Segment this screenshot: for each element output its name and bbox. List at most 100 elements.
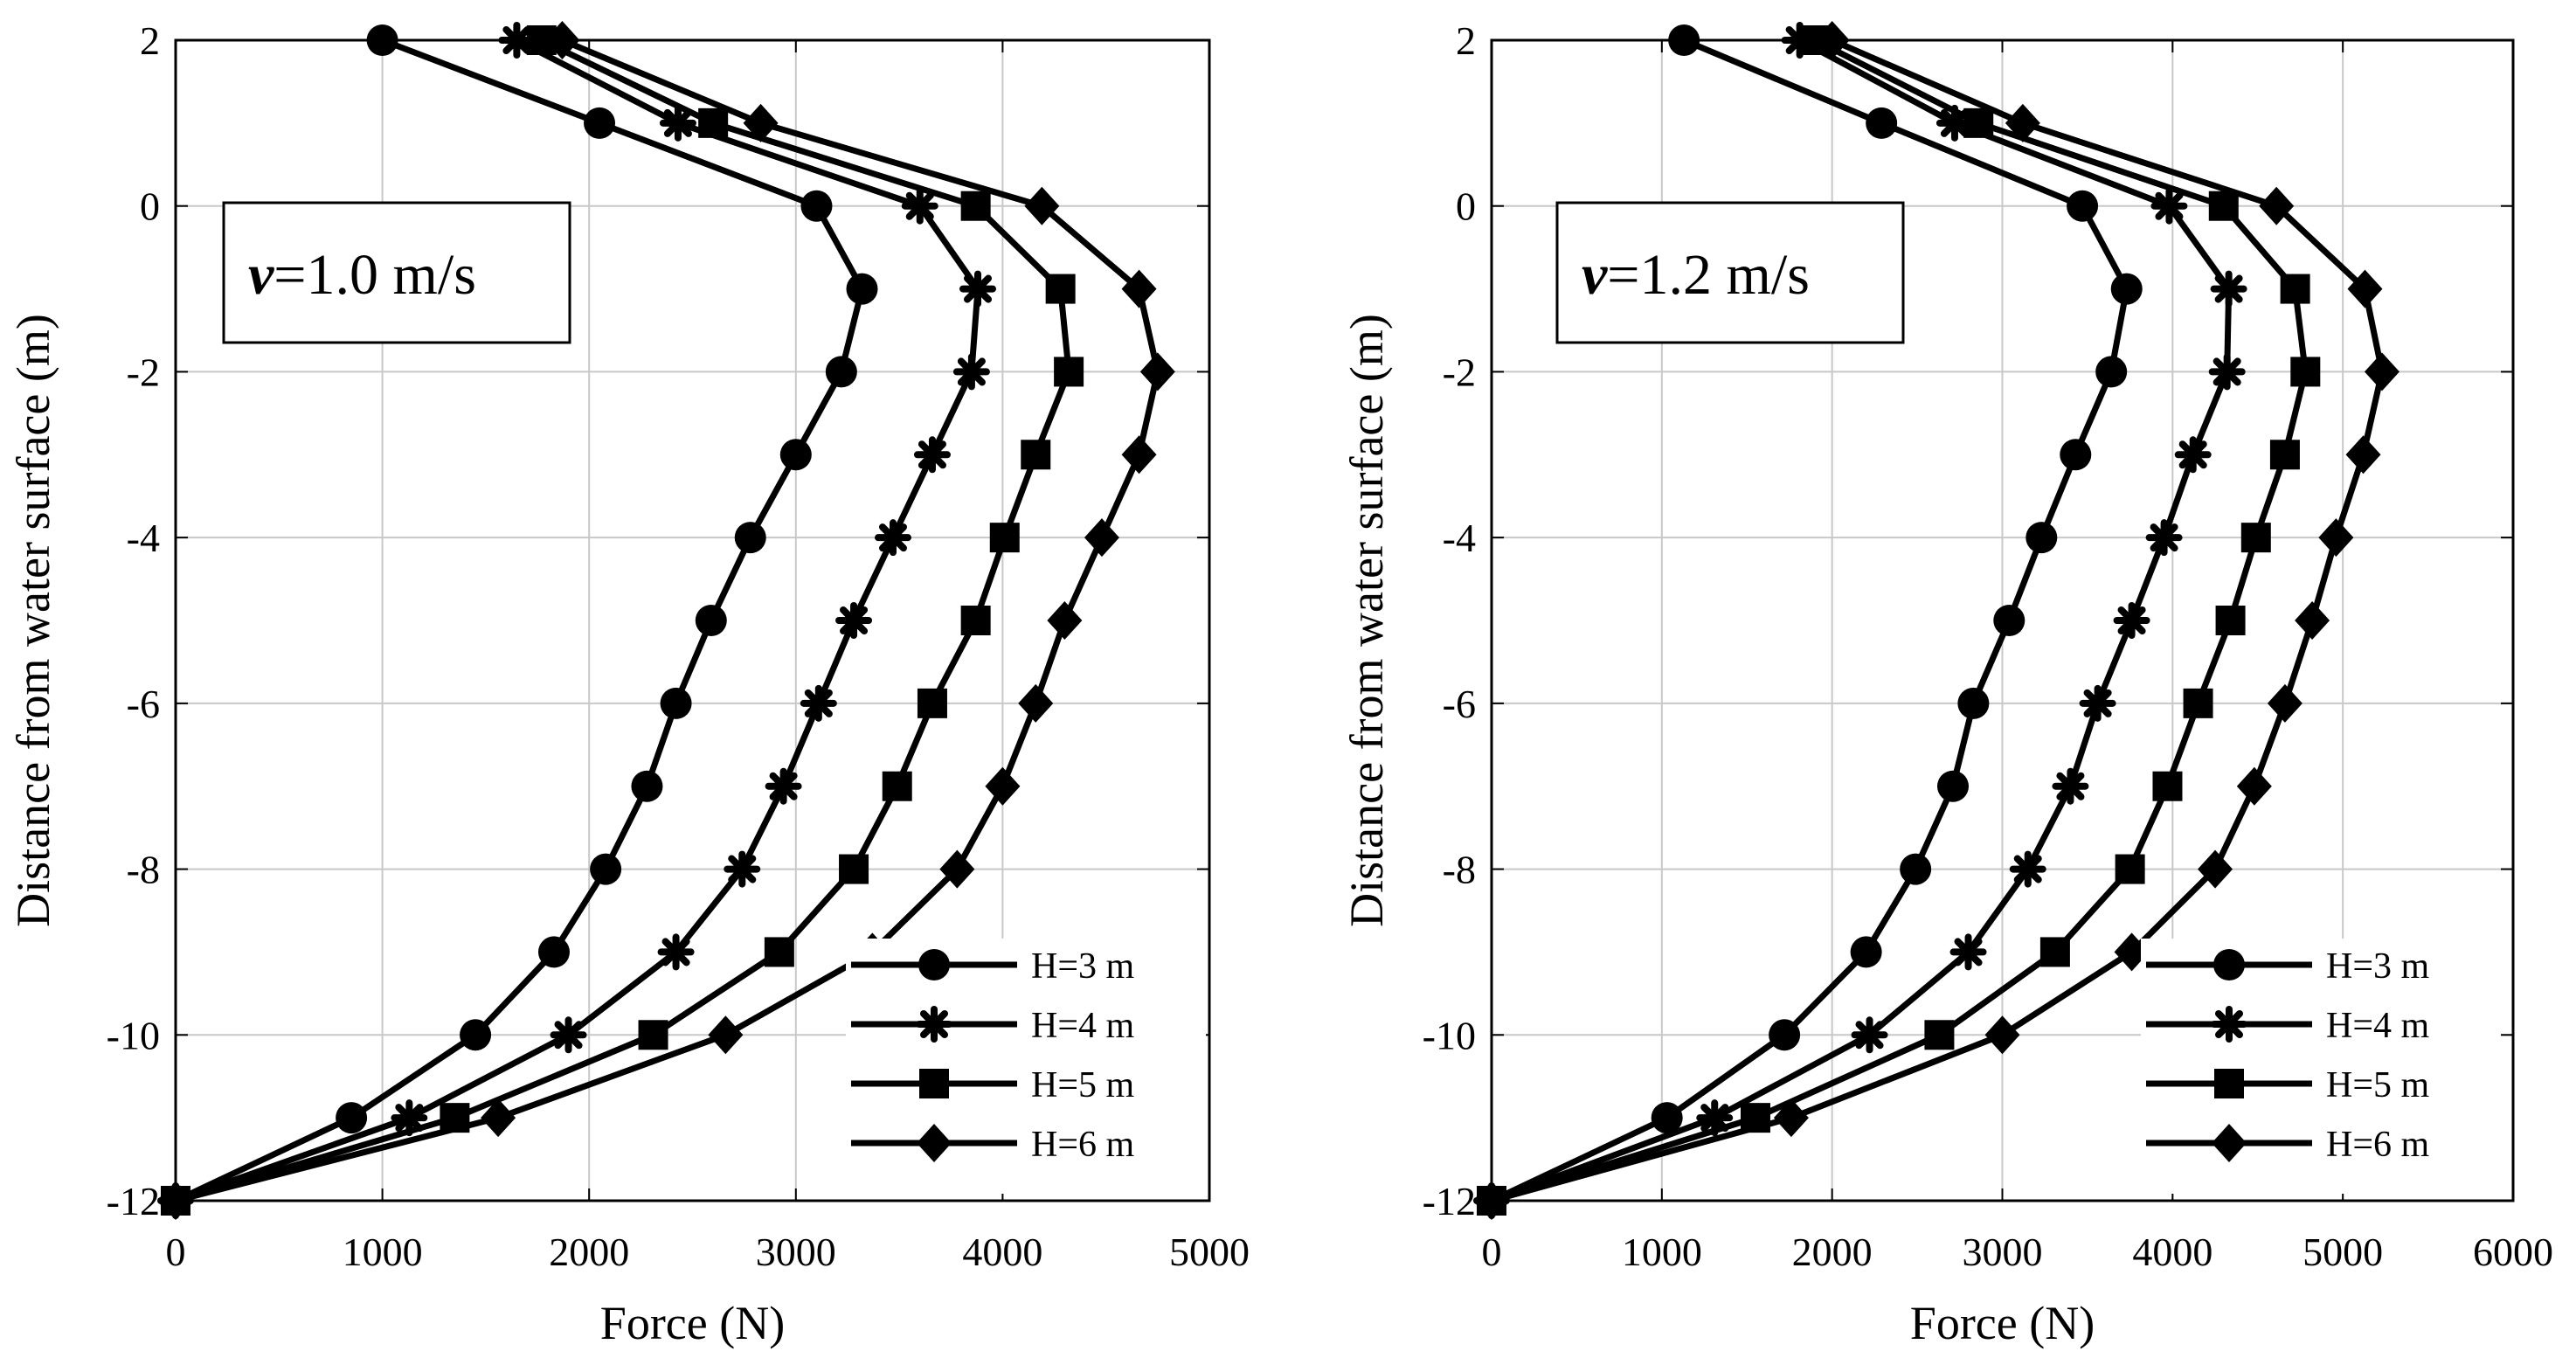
velocity-annotation: v=1.0 m/s <box>248 243 476 307</box>
data-point <box>882 771 912 801</box>
data-point <box>1984 1015 2020 1055</box>
legend-box <box>2141 939 2501 1194</box>
x-tick-label: 2000 <box>549 1230 629 1274</box>
data-point <box>2215 606 2246 635</box>
data-point <box>913 436 951 474</box>
data-point <box>2113 602 2150 639</box>
data-point <box>590 853 622 885</box>
data-point <box>2269 440 2300 470</box>
x-axis-label: Force (N) <box>600 1297 785 1349</box>
data-point <box>1993 605 2025 636</box>
legend-entry: H=3 m <box>2146 946 2430 987</box>
legend-label: H=4 m <box>1031 1006 1135 1046</box>
series-h-6-m <box>1474 21 2399 1220</box>
legend-label: H=5 m <box>2326 1065 2430 1105</box>
y-tick-label: -8 <box>1443 848 1476 892</box>
data-point <box>1047 601 1083 640</box>
data-point <box>698 107 729 138</box>
data-point <box>2052 767 2089 805</box>
x-tick-label: 6000 <box>2473 1230 2553 1274</box>
data-point <box>1121 269 1157 308</box>
data-point <box>1963 107 1994 138</box>
x-tick-label: 1000 <box>343 1230 423 1274</box>
legend: H=3 m H=4 m H=5 m H=6 m <box>846 939 1206 1194</box>
data-point <box>765 767 802 805</box>
x-tick-label: 3000 <box>1963 1230 2043 1274</box>
data-point <box>550 1016 587 1054</box>
velocity-symbol: v <box>1582 243 1608 307</box>
data-point <box>839 854 869 884</box>
x-tick-label: 1000 <box>1622 1230 1702 1274</box>
legend-marker <box>2212 1124 2247 1162</box>
data-point <box>460 1019 492 1051</box>
data-point <box>2174 436 2212 474</box>
data-point <box>1651 1102 1683 1134</box>
data-point <box>1018 683 1054 723</box>
data-point <box>985 766 1021 806</box>
data-point <box>657 933 695 971</box>
data-point <box>659 104 696 142</box>
y-tick-label: -6 <box>1443 682 1476 726</box>
velocity-annotation: v=1.2 m/s <box>1582 243 1810 307</box>
legend-entry: H=5 m <box>2146 1065 2430 1105</box>
series-h-3-m <box>1476 24 2143 1216</box>
right-chart-panel: 0 1000 2000 3000 4000 5000 6000 2 0 -2 -4 -6 -8 -10 -1… <box>1340 18 2553 1349</box>
data-point <box>1121 435 1157 475</box>
legend-entry: H=6 m <box>2146 1124 2430 1165</box>
y-tick-label: -10 <box>1423 1013 1476 1057</box>
legend-marker <box>918 949 950 980</box>
data-point <box>835 602 873 639</box>
data-point <box>1851 1016 1888 1054</box>
legend-label: H=5 m <box>1031 1065 1135 1105</box>
data-point <box>917 688 947 718</box>
y-tick-label: -8 <box>127 848 160 892</box>
y-tick-label: -2 <box>1443 350 1476 394</box>
x-axis-label: Force (N) <box>1910 1297 2095 1349</box>
data-point <box>2240 523 2271 553</box>
data-point <box>2208 191 2239 221</box>
data-point <box>1850 936 1882 968</box>
data-point <box>1084 518 1119 558</box>
data-point <box>2364 352 2399 391</box>
data-point <box>2183 688 2213 718</box>
legend-label: H=6 m <box>2326 1125 2430 1165</box>
y-tick-label: -12 <box>1423 1179 1476 1223</box>
y-tick-label: 0 <box>1456 184 1476 229</box>
x-tick-label: 2000 <box>1792 1230 1873 1274</box>
data-point <box>1949 933 1987 971</box>
data-point <box>779 439 812 471</box>
y-axis-label: Distance from water surface (m) <box>7 314 59 927</box>
y-tick-label: -4 <box>1443 516 1476 560</box>
legend-marker <box>919 1069 949 1098</box>
x-tick-label: 0 <box>1482 1230 1502 1274</box>
y-tick-label: -10 <box>107 1013 160 1057</box>
data-point <box>2210 270 2247 308</box>
data-point <box>2145 519 2183 557</box>
data-point <box>1021 440 1051 470</box>
data-point <box>2152 771 2183 801</box>
legend-entry: H=6 m <box>851 1124 1135 1165</box>
velocity-value: =1.2 m/s <box>1607 243 1810 307</box>
data-point <box>2009 850 2046 888</box>
legend-marker <box>2214 1069 2244 1098</box>
data-point <box>2208 353 2246 391</box>
y-tick-label: 2 <box>1456 18 1476 63</box>
legend-label: H=3 m <box>1031 946 1135 987</box>
data-point <box>1139 352 1175 391</box>
legend: H=3 m H=4 m H=5 m H=6 m <box>2141 939 2501 1194</box>
x-tick-label: 0 <box>166 1230 186 1274</box>
data-point <box>2295 601 2330 640</box>
data-point <box>1054 357 1084 387</box>
data-point <box>2236 766 2272 806</box>
data-point <box>2347 269 2383 308</box>
legend-entry: H=3 m <box>851 946 1135 987</box>
x-tick-label: 4000 <box>2132 1230 2212 1274</box>
data-point <box>708 1015 744 1055</box>
annotation-box <box>222 201 571 344</box>
data-point <box>2039 937 2070 967</box>
legend-label: H=4 m <box>2326 1006 2430 1046</box>
data-point <box>2110 273 2143 305</box>
data-point <box>952 353 990 391</box>
x-tick-label: 5000 <box>1169 1230 1250 1274</box>
x-tick-label: 5000 <box>2302 1230 2383 1274</box>
